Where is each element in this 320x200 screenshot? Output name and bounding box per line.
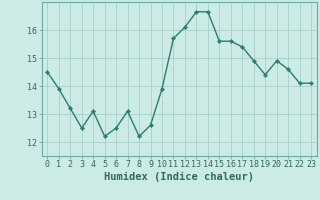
X-axis label: Humidex (Indice chaleur): Humidex (Indice chaleur) [104,172,254,182]
